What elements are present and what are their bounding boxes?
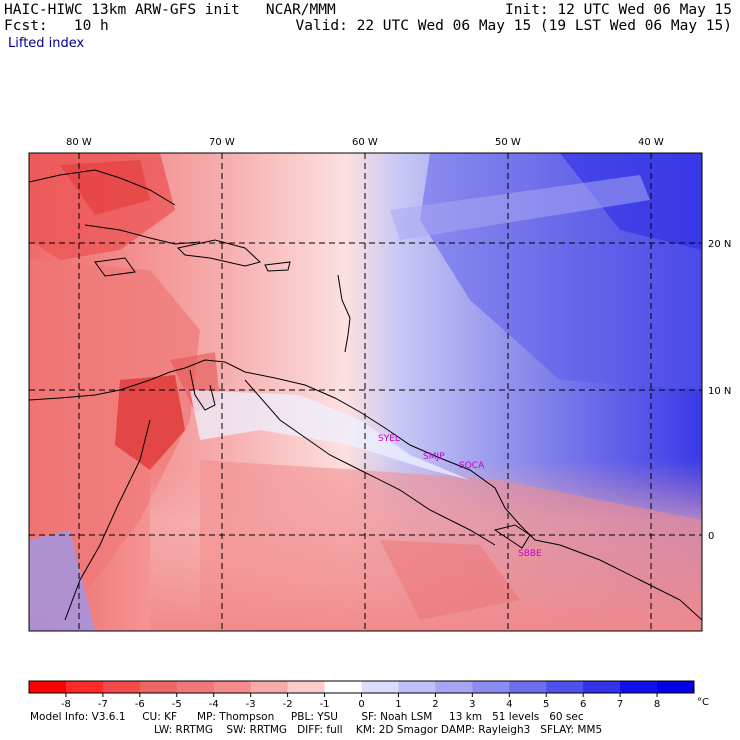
- lon-label: 70 W: [209, 137, 235, 148]
- colorbar-swatch: [657, 681, 695, 693]
- colorbar: -8 -7 -6 -5 -4 -3 -2 -1 0 1 2 3 4 5 6 7 8: [28, 680, 695, 710]
- lat-label: 10 N: [708, 386, 731, 397]
- site-label-sbbe: SBBE: [518, 549, 542, 559]
- graticule: [29, 153, 702, 631]
- colorbar-tick-label: 8: [654, 699, 660, 710]
- colorbar-swatch: [29, 681, 67, 693]
- colorbar-swatch: [361, 681, 399, 693]
- lat-label: 20 N: [708, 239, 731, 250]
- model-info-line-1: Model Info: V3.6.1 CU: KF MP: Thompson P…: [30, 711, 584, 723]
- colorbar-swatch: [102, 681, 141, 693]
- colorbar-tick-label: 3: [469, 699, 475, 710]
- colorbar-tick-label: 4: [506, 699, 512, 710]
- lon-labels: 80 W 70 W 60 W 50 W 40 W: [66, 137, 664, 148]
- site-label-syel: SYEL: [378, 434, 400, 444]
- colorbar-unit: °C: [697, 697, 709, 708]
- variable-title: Lifted index: [8, 36, 85, 51]
- colorbar-tick-label: -6: [135, 699, 145, 710]
- map-frame: [28, 152, 703, 632]
- colorbar-swatch: [324, 681, 362, 693]
- colorbar-swatch: [287, 681, 326, 693]
- colorbar-swatch: [139, 681, 178, 693]
- lon-label: 50 W: [495, 137, 521, 148]
- lifted-index-field: [29, 153, 702, 631]
- colorbar-swatch: [583, 681, 621, 693]
- lat-label: 0: [708, 531, 714, 542]
- site-label-smjp: SMJP: [423, 452, 445, 462]
- colorbar-swatch: [213, 681, 252, 693]
- forecast-hour: Fcst: 10 h: [4, 18, 109, 34]
- colorbar-tick-label: 6: [580, 699, 586, 710]
- colorbar-swatch: [509, 681, 547, 693]
- colorbar-swatch: [65, 681, 104, 693]
- colorbar-swatch: [398, 681, 436, 693]
- colorbar-swatch: [176, 681, 215, 693]
- model-title: HAIC-HIWC 13km ARW-GFS init NCAR/MMM: [4, 2, 336, 18]
- init-time: Init: 12 UTC Wed 06 May 15: [505, 2, 732, 18]
- colorbar-tick-label: -1: [320, 699, 330, 710]
- colorbar-tick-label: 1: [395, 699, 401, 710]
- colorbar-tick-label: -8: [61, 699, 71, 710]
- colorbar-tick-label: 2: [432, 699, 438, 710]
- colorbar-tick-label: -2: [283, 699, 293, 710]
- lon-label: 80 W: [66, 137, 92, 148]
- colorbar-tick-label: -5: [172, 699, 182, 710]
- colorbar-swatch: [620, 681, 658, 693]
- colorbar-tick-label: 7: [617, 699, 623, 710]
- colorbar-tick-label: 5: [543, 699, 549, 710]
- site-label-soca: SOCA: [459, 461, 485, 471]
- lat-labels: 20 N 10 N 0: [708, 239, 731, 542]
- coastlines: [29, 169, 702, 621]
- site-labels: SYEL SMJP SOCA SBBE: [378, 434, 542, 559]
- colorbar-tick-label: -7: [98, 699, 108, 710]
- colorbar-swatch: [250, 681, 289, 693]
- colorbar-swatch: [472, 681, 510, 693]
- model-info-line-2: LW: RRTMG SW: RRTMG DIFF: full KM: 2D Sm…: [154, 724, 603, 736]
- colorbar-tick-label: -4: [209, 699, 219, 710]
- colorbar-swatch: [546, 681, 584, 693]
- lon-label: 60 W: [352, 137, 378, 148]
- valid-time: Valid: 22 UTC Wed 06 May 15 (19 LST Wed …: [295, 18, 733, 34]
- colorbar-tick-label: 0: [358, 699, 364, 710]
- colorbar-swatch: [435, 681, 473, 693]
- lon-label: 40 W: [638, 137, 664, 148]
- colorbar-tick-label: -3: [246, 699, 256, 710]
